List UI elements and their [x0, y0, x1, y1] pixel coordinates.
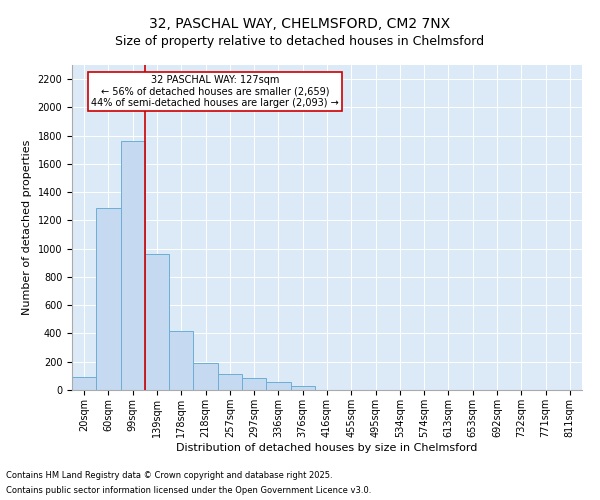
Bar [145, 254, 169, 390]
Text: 32, PASCHAL WAY, CHELMSFORD, CM2 7NX: 32, PASCHAL WAY, CHELMSFORD, CM2 7NX [149, 18, 451, 32]
Bar [121, 142, 145, 390]
Bar [72, 378, 96, 390]
Y-axis label: Number of detached properties: Number of detached properties [22, 140, 32, 315]
Bar [218, 374, 242, 390]
Bar [290, 386, 315, 390]
Bar [193, 363, 218, 390]
Bar [242, 378, 266, 390]
Text: Contains HM Land Registry data © Crown copyright and database right 2025.: Contains HM Land Registry data © Crown c… [6, 471, 332, 480]
Bar [169, 330, 193, 390]
Text: 32 PASCHAL WAY: 127sqm
← 56% of detached houses are smaller (2,659)
44% of semi-: 32 PASCHAL WAY: 127sqm ← 56% of detached… [91, 74, 338, 108]
X-axis label: Distribution of detached houses by size in Chelmsford: Distribution of detached houses by size … [176, 442, 478, 452]
Text: Size of property relative to detached houses in Chelmsford: Size of property relative to detached ho… [115, 35, 485, 48]
Bar [96, 208, 121, 390]
Bar [266, 382, 290, 390]
Text: Contains public sector information licensed under the Open Government Licence v3: Contains public sector information licen… [6, 486, 371, 495]
